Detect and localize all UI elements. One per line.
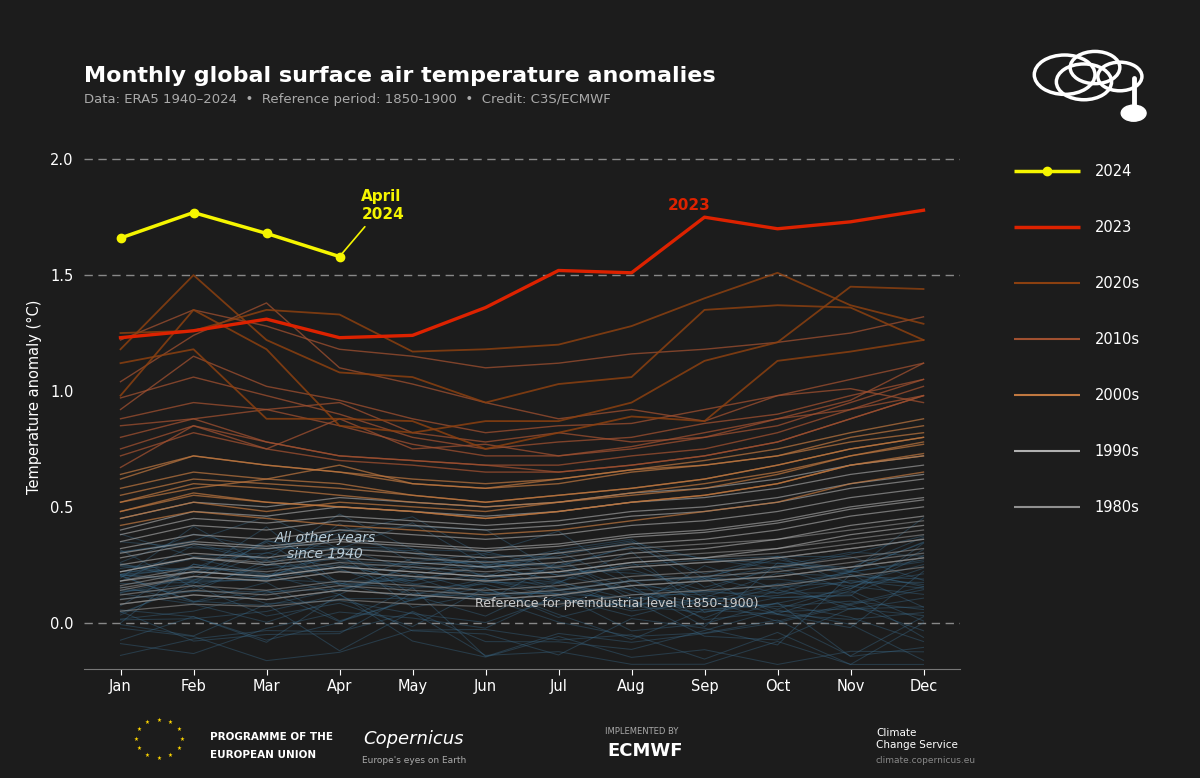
Text: Europe's eyes on Earth: Europe's eyes on Earth [362, 755, 466, 765]
Text: ★: ★ [137, 727, 142, 732]
Text: ★: ★ [156, 755, 162, 761]
Text: Data: ERA5 1940–2024  •  Reference period: 1850-1900  •  Credit: C3S/ECMWF: Data: ERA5 1940–2024 • Reference period:… [84, 93, 611, 106]
Text: Copernicus: Copernicus [364, 730, 464, 748]
Text: ★: ★ [176, 727, 181, 732]
Text: ★: ★ [145, 720, 150, 725]
Text: 2023: 2023 [1094, 219, 1132, 235]
Text: Reference for preindustrial level (1850-1900): Reference for preindustrial level (1850-… [475, 597, 758, 610]
Circle shape [1121, 105, 1146, 121]
Text: Climate
Change Service: Climate Change Service [876, 728, 958, 750]
Text: 2010s: 2010s [1094, 331, 1140, 347]
Text: 1990s: 1990s [1094, 443, 1139, 459]
Text: ★: ★ [168, 753, 173, 758]
Text: climate.copernicus.eu: climate.copernicus.eu [876, 756, 976, 766]
Text: ECMWF: ECMWF [607, 741, 683, 760]
Text: All other years
since 1940: All other years since 1940 [275, 531, 376, 562]
Text: 2020s: 2020s [1094, 275, 1140, 291]
Text: ★: ★ [180, 737, 185, 741]
Text: ★: ★ [156, 717, 162, 723]
Text: ★: ★ [176, 746, 181, 751]
Text: 2024: 2024 [1094, 163, 1132, 179]
Y-axis label: Temperature anomaly (°C): Temperature anomaly (°C) [26, 300, 42, 494]
Text: 1980s: 1980s [1094, 499, 1139, 515]
Text: EUROPEAN UNION: EUROPEAN UNION [210, 750, 316, 759]
Text: 2023: 2023 [668, 198, 710, 213]
Text: April
2024: April 2024 [341, 189, 404, 254]
Text: 2000s: 2000s [1094, 387, 1140, 403]
Text: ★: ★ [137, 746, 142, 751]
Text: IMPLEMENTED BY: IMPLEMENTED BY [605, 727, 679, 736]
Text: PROGRAMME OF THE: PROGRAMME OF THE [210, 732, 334, 741]
Text: Monthly global surface air temperature anomalies: Monthly global surface air temperature a… [84, 65, 715, 86]
Text: ★: ★ [168, 720, 173, 725]
Text: ★: ★ [133, 737, 138, 741]
Text: ★: ★ [145, 753, 150, 758]
